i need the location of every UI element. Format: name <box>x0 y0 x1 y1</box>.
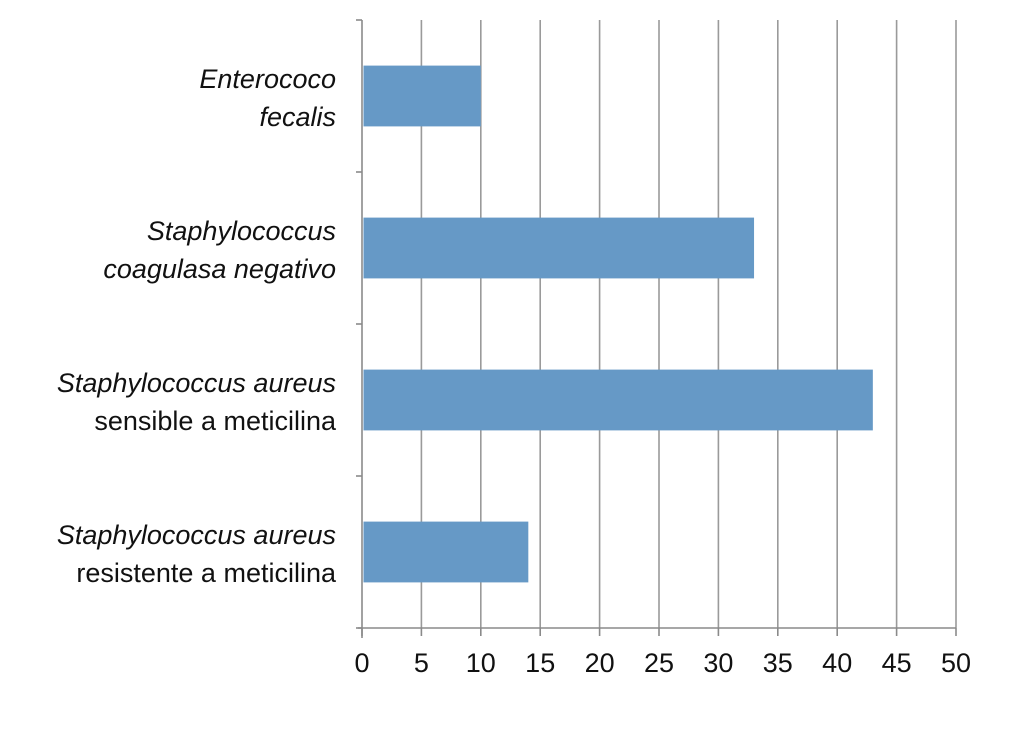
category-label-line2: fecalis <box>259 102 336 132</box>
x-tick-label-5: 5 <box>414 648 429 678</box>
x-tick-label-10: 10 <box>466 648 496 678</box>
category-label-4: Staphylococcus aureus resistente a metici… <box>57 520 337 588</box>
category-label-line1: Staphylococcus aureus <box>57 520 336 550</box>
category-label-line2: resistente a meticilina <box>76 558 337 588</box>
bar-2 <box>363 217 755 279</box>
bar-1 <box>363 65 481 127</box>
category-label-line2: sensible a meticilina <box>94 406 337 436</box>
x-tick-label-25: 25 <box>644 648 674 678</box>
category-label-2: Staphylococcus coagulasa negativo <box>103 216 336 284</box>
category-label-1: Enterococo fecalis <box>199 64 336 132</box>
axes <box>356 19 957 638</box>
x-tick-label-30: 30 <box>703 648 733 678</box>
x-tick-label-45: 45 <box>882 648 912 678</box>
category-label-3: Staphylococcus aureus sensible a meticili… <box>57 368 337 436</box>
category-label-line1: Staphylococcus <box>147 216 336 246</box>
category-label-line1: Staphylococcus aureus <box>57 368 336 398</box>
x-tick-label-0: 0 <box>354 648 369 678</box>
x-tick-label-20: 20 <box>585 648 615 678</box>
bars <box>363 65 873 583</box>
x-tick-label-40: 40 <box>822 648 852 678</box>
x-tick-label-50: 50 <box>941 648 971 678</box>
x-tick-label-35: 35 <box>763 648 793 678</box>
x-tick-labels: 0 5 10 15 20 25 30 35 40 45 50 <box>354 648 971 678</box>
category-labels: Enterococo fecalis Staphylococcus coagulasa… <box>57 64 337 588</box>
category-label-line2: coagulasa negativo <box>103 254 336 284</box>
category-label-line1: Enterococo <box>199 64 336 94</box>
bar-3 <box>363 369 873 431</box>
x-tick-label-15: 15 <box>525 648 555 678</box>
bar-4 <box>363 521 529 583</box>
